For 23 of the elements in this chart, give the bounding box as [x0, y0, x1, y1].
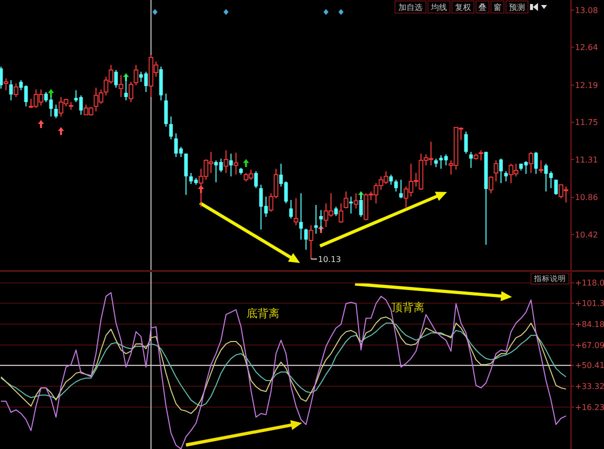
y-tick-label: 10.42 [575, 230, 598, 240]
y-tick-label: +118.0 [575, 278, 604, 288]
annotation: 加自选 [398, 2, 422, 12]
y-tick-label: +33.32 [575, 382, 604, 392]
annotation: 顶背离 [392, 300, 424, 314]
y-tick-label: +101.3 [575, 299, 604, 308]
annotation: 窗 [494, 2, 502, 12]
annotation: 10.13 [318, 254, 341, 264]
annotation: 预测 [509, 2, 525, 12]
y-tick-label: +67.09 [575, 340, 604, 350]
annotation: 底背离 [246, 306, 280, 320]
annotation: 复权 [455, 2, 471, 12]
annotation: 均线 [430, 2, 447, 12]
y-tick-label: 13.08 [575, 6, 598, 15]
y-tick-label: 10.86 [575, 193, 598, 202]
y-tick-label: 11.31 [575, 155, 598, 164]
y-tick-label: +50.41 [575, 361, 604, 370]
annotation: 叠 [478, 2, 486, 12]
y-tick-label: 12.19 [575, 81, 598, 90]
y-tick-label: 11.75 [575, 118, 598, 128]
y-tick-label: 12.64 [575, 43, 598, 52]
y-tick-label: +16.23 [575, 402, 604, 412]
y-tick-label: +84.18 [575, 320, 604, 329]
